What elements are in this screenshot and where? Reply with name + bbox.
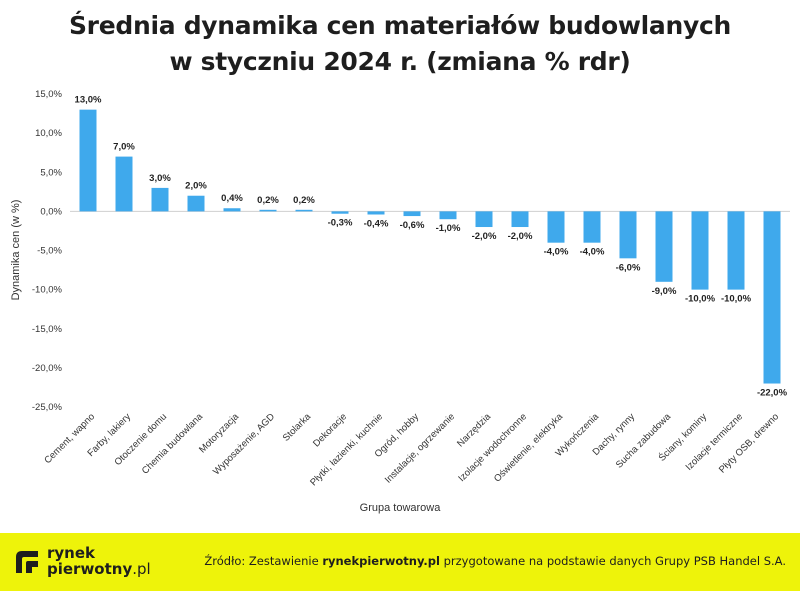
x-tick-label: Dekoracje <box>311 411 349 449</box>
data-label: -6,0% <box>616 262 641 273</box>
source-brand: rynekpierwotny.pl <box>322 554 440 568</box>
data-label: -0,6% <box>400 220 425 231</box>
footer-bar: rynek pierwotny.pl Źródło: Zestawienie r… <box>0 533 800 591</box>
bar <box>115 156 133 212</box>
data-label: 0,2% <box>293 195 315 206</box>
bar <box>331 211 349 214</box>
source-suffix: przygotowane na podstawie danych Grupy P… <box>439 554 786 568</box>
bar <box>619 211 637 259</box>
chart-title-line-1: Średnia dynamika cen materiałów budowlan… <box>68 11 732 40</box>
logo-suffix: .pl <box>132 560 151 578</box>
x-tick-label: Stolarka <box>281 411 314 444</box>
data-label: -10,0% <box>721 294 752 305</box>
y-tick-label: 5,0% <box>40 167 62 178</box>
y-tick-label: 15,0% <box>35 89 62 100</box>
bar <box>259 209 277 212</box>
x-tick-label: Instalacje, ogrzewanie <box>383 411 457 485</box>
y-axis-label: Dynamika cen (w %) <box>10 200 22 301</box>
x-tick-label: Cement, wapno <box>42 411 97 466</box>
data-label: -4,0% <box>544 247 569 258</box>
bar <box>547 211 565 243</box>
data-label: 2,0% <box>185 181 207 192</box>
data-label: 7,0% <box>113 142 135 153</box>
bar <box>763 211 781 384</box>
bar <box>187 195 205 212</box>
y-tick-label: -15,0% <box>32 324 63 335</box>
bar <box>367 211 385 215</box>
bar <box>583 211 601 243</box>
bar <box>691 211 709 290</box>
data-label: -1,0% <box>436 223 461 234</box>
brand-logo[interactable]: rynek pierwotny.pl <box>14 546 154 580</box>
x-axis-label: Grupa towarowa <box>360 502 442 514</box>
bar <box>403 211 421 217</box>
bar <box>655 211 673 282</box>
y-tick-label: 10,0% <box>35 128 62 139</box>
y-tick-label: -20,0% <box>32 363 63 374</box>
data-label: -2,0% <box>508 231 533 242</box>
data-label: -9,0% <box>652 286 677 297</box>
chart-title-line-2: w styczniu 2024 r. (zmiana % rdr) <box>169 47 631 76</box>
bar <box>727 211 745 290</box>
x-tick-label: Izolacje wodochronne <box>456 411 529 484</box>
data-label: 0,4% <box>221 193 243 204</box>
chart-title: Średnia dynamika cen materiałów budowlan… <box>0 8 800 80</box>
data-label: -2,0% <box>472 231 497 242</box>
x-tick-label: Wyposażenie, AGD <box>211 411 277 477</box>
bar <box>295 209 313 212</box>
data-label: -0,3% <box>328 218 353 229</box>
data-label: -4,0% <box>580 247 605 258</box>
bars <box>79 109 781 384</box>
logo-line-2: pierwotny.pl <box>47 561 151 578</box>
y-tick-label: -25,0% <box>32 402 63 413</box>
source-prefix: Źródło: Zestawienie <box>204 554 323 568</box>
bar <box>151 187 169 212</box>
y-tick-label: -10,0% <box>32 285 63 296</box>
y-tick-label: -5,0% <box>37 246 62 257</box>
value-labels: 13,0%7,0%3,0%2,0%0,4% 0,2% 0,2%-0,3% -0,4% -… <box>75 95 788 399</box>
source-note: Źródło: Zestawienie rynekpierwotny.pl pr… <box>204 554 786 568</box>
y-tick-label: 0,0% <box>40 206 62 217</box>
bar <box>439 211 457 220</box>
bar <box>79 109 97 212</box>
data-label: -10,0% <box>685 294 716 305</box>
y-axis-ticks: 15,0% 10,0% 5,0% 0,0% -5,0% -10,0% -15,0% -20,0… <box>32 89 63 413</box>
data-label: 3,0% <box>149 173 171 184</box>
data-label: 0,2% <box>257 195 279 206</box>
bar <box>223 208 241 212</box>
x-tick-label: Oświetlenie, elektryka <box>492 411 566 485</box>
logo-line-2-main: pierwotny <box>47 560 133 578</box>
x-tick-label: Chemia budowlana <box>140 411 206 477</box>
data-label: -22,0% <box>757 388 788 399</box>
bar <box>475 211 493 228</box>
bar-chart: 15,0% 10,0% 5,0% 0,0% -5,0% -10,0% -15,0% -20,0… <box>10 89 790 514</box>
logo-wordmark: rynek pierwotny.pl <box>47 546 151 578</box>
data-label: -0,4% <box>364 219 389 230</box>
data-label: 13,0% <box>75 95 102 106</box>
rynekpierwotny-logo-icon <box>16 551 38 573</box>
logo-line-1: rynek <box>47 544 96 562</box>
bar <box>511 211 529 228</box>
